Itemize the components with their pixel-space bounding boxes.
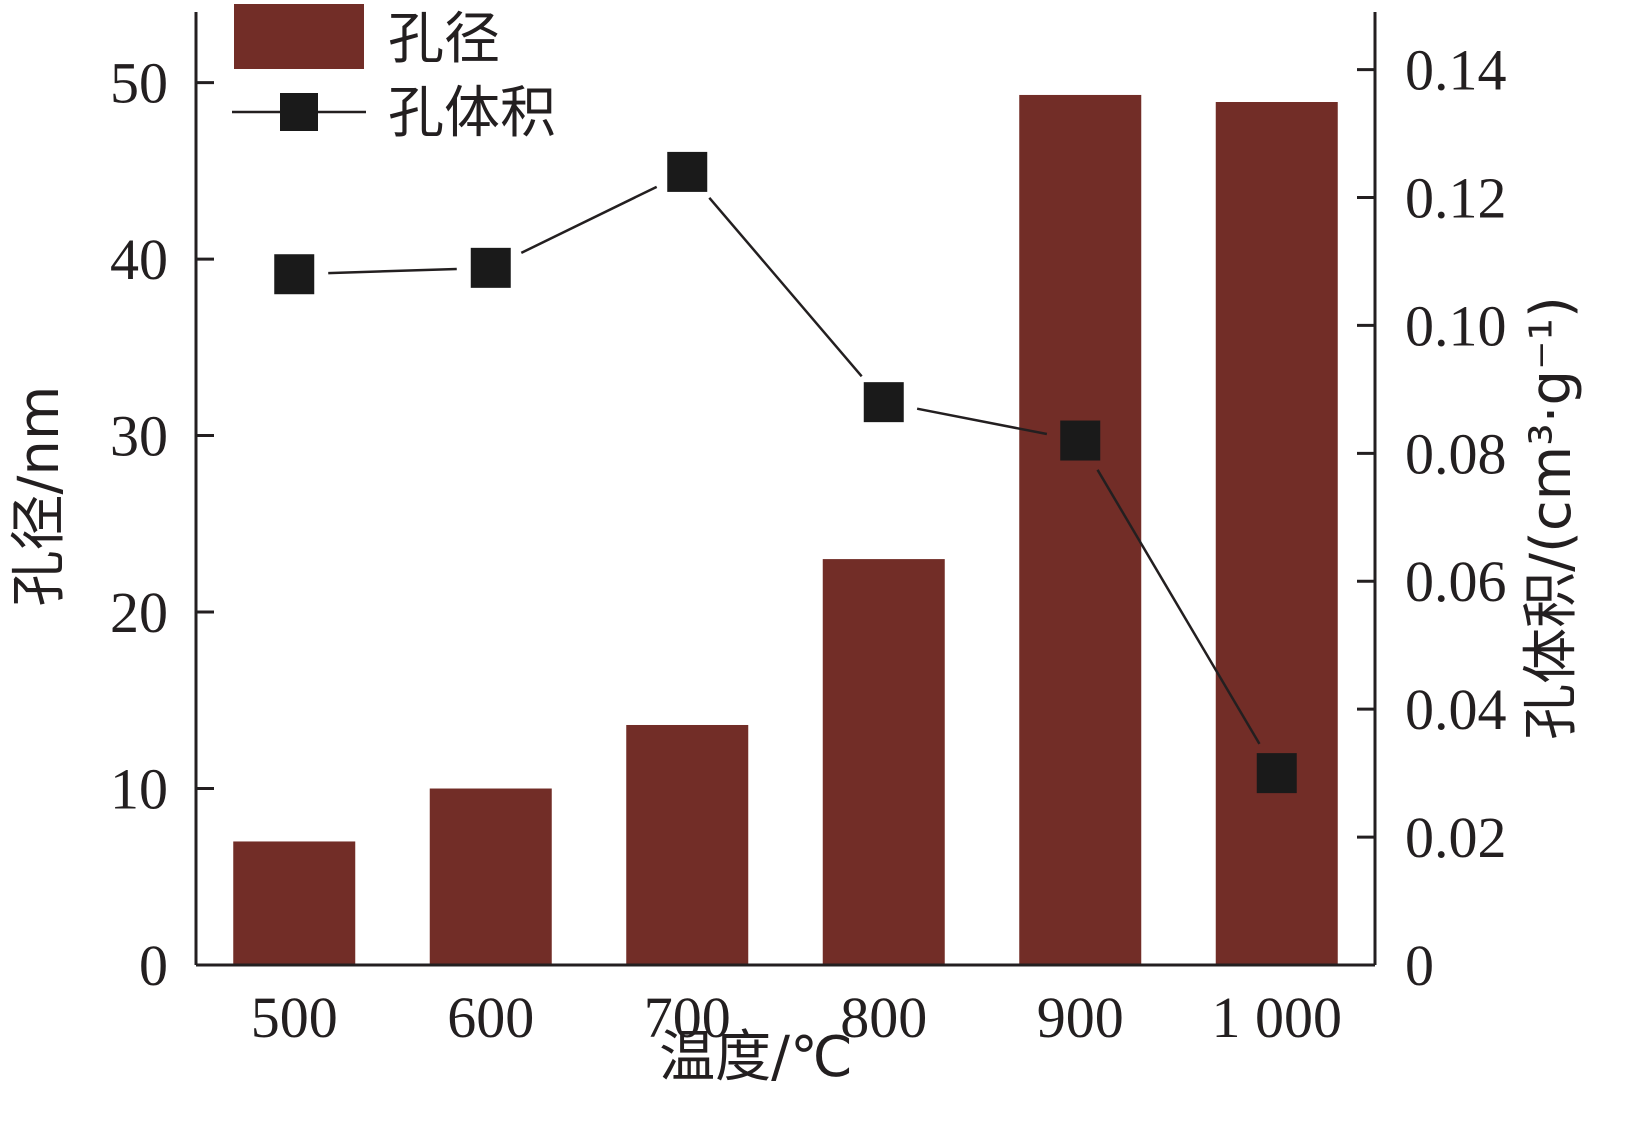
left-y-tick-label: 40 xyxy=(110,227,168,292)
right-y-tick-label: 0.04 xyxy=(1405,677,1507,742)
bar-6 xyxy=(1215,102,1338,965)
x-tick-label: 900 xyxy=(1037,985,1124,1050)
left-y-axis-ticks: 0 10 20 30 40 50 xyxy=(110,51,214,998)
legend-bar-swatch xyxy=(234,4,364,69)
x-tick-label: 500 xyxy=(251,985,338,1050)
left-y-tick-label: 50 xyxy=(110,51,168,116)
left-y-tick-label: 0 xyxy=(139,933,168,998)
right-y-tick-label: 0.08 xyxy=(1405,421,1507,486)
line-point-2 xyxy=(470,247,511,288)
line-series-pore-volume xyxy=(274,151,1297,794)
line-segment-3 xyxy=(708,196,863,378)
line-segment-1 xyxy=(328,267,457,275)
x-tick-label: 800 xyxy=(840,985,927,1050)
right-y-tick-label: 0.06 xyxy=(1405,549,1507,614)
line-point-4 xyxy=(863,382,904,423)
bar-1 xyxy=(233,841,356,965)
left-y-tick-label: 30 xyxy=(110,404,168,469)
axes xyxy=(194,12,1377,967)
bar-series-pore-size xyxy=(233,94,1338,966)
left-y-axis-title: 孔径/nm xyxy=(7,386,72,607)
bar-4 xyxy=(822,559,945,965)
line-point-3 xyxy=(667,151,708,192)
x-axis-ticks: 500 600 700 800 900 1 000 xyxy=(251,985,1342,1050)
left-y-tick-label: 20 xyxy=(110,580,168,645)
x-axis-title: 温度/℃ xyxy=(659,1025,853,1090)
x-tick-label: 1 000 xyxy=(1212,985,1343,1050)
bar-3 xyxy=(626,724,749,965)
line-segment-5 xyxy=(1096,469,1261,745)
line-point-1 xyxy=(274,254,315,295)
right-y-tick-label: 0.14 xyxy=(1405,38,1507,103)
legend-label-pore-volume: 孔体积 xyxy=(388,81,556,146)
right-y-axis-title: 孔体积/(cm³·g⁻¹) xyxy=(1519,296,1584,740)
line-segment-2 xyxy=(520,185,658,255)
legend-square-marker xyxy=(280,93,318,131)
bar-5 xyxy=(1019,94,1142,966)
right-y-tick-label: 0 xyxy=(1405,933,1434,998)
right-y-axis-ticks: 0 0.02 0.04 0.06 0.08 0.10 0.12 0.14 xyxy=(1357,38,1507,998)
legend-label-pore-size: 孔径 xyxy=(388,7,500,72)
right-y-tick-label: 0.12 xyxy=(1405,165,1507,230)
right-y-tick-label: 0.02 xyxy=(1405,805,1507,870)
line-point-6 xyxy=(1256,753,1297,794)
x-tick-label: 600 xyxy=(447,985,534,1050)
left-y-tick-label: 10 xyxy=(110,757,168,822)
bar-2 xyxy=(429,788,552,965)
line-segment-4 xyxy=(916,407,1048,436)
x-tick-label: 700 xyxy=(644,985,731,1050)
right-y-tick-label: 0.10 xyxy=(1405,293,1507,358)
line-point-5 xyxy=(1060,420,1101,461)
legend: 孔径 孔体积 xyxy=(232,4,556,146)
